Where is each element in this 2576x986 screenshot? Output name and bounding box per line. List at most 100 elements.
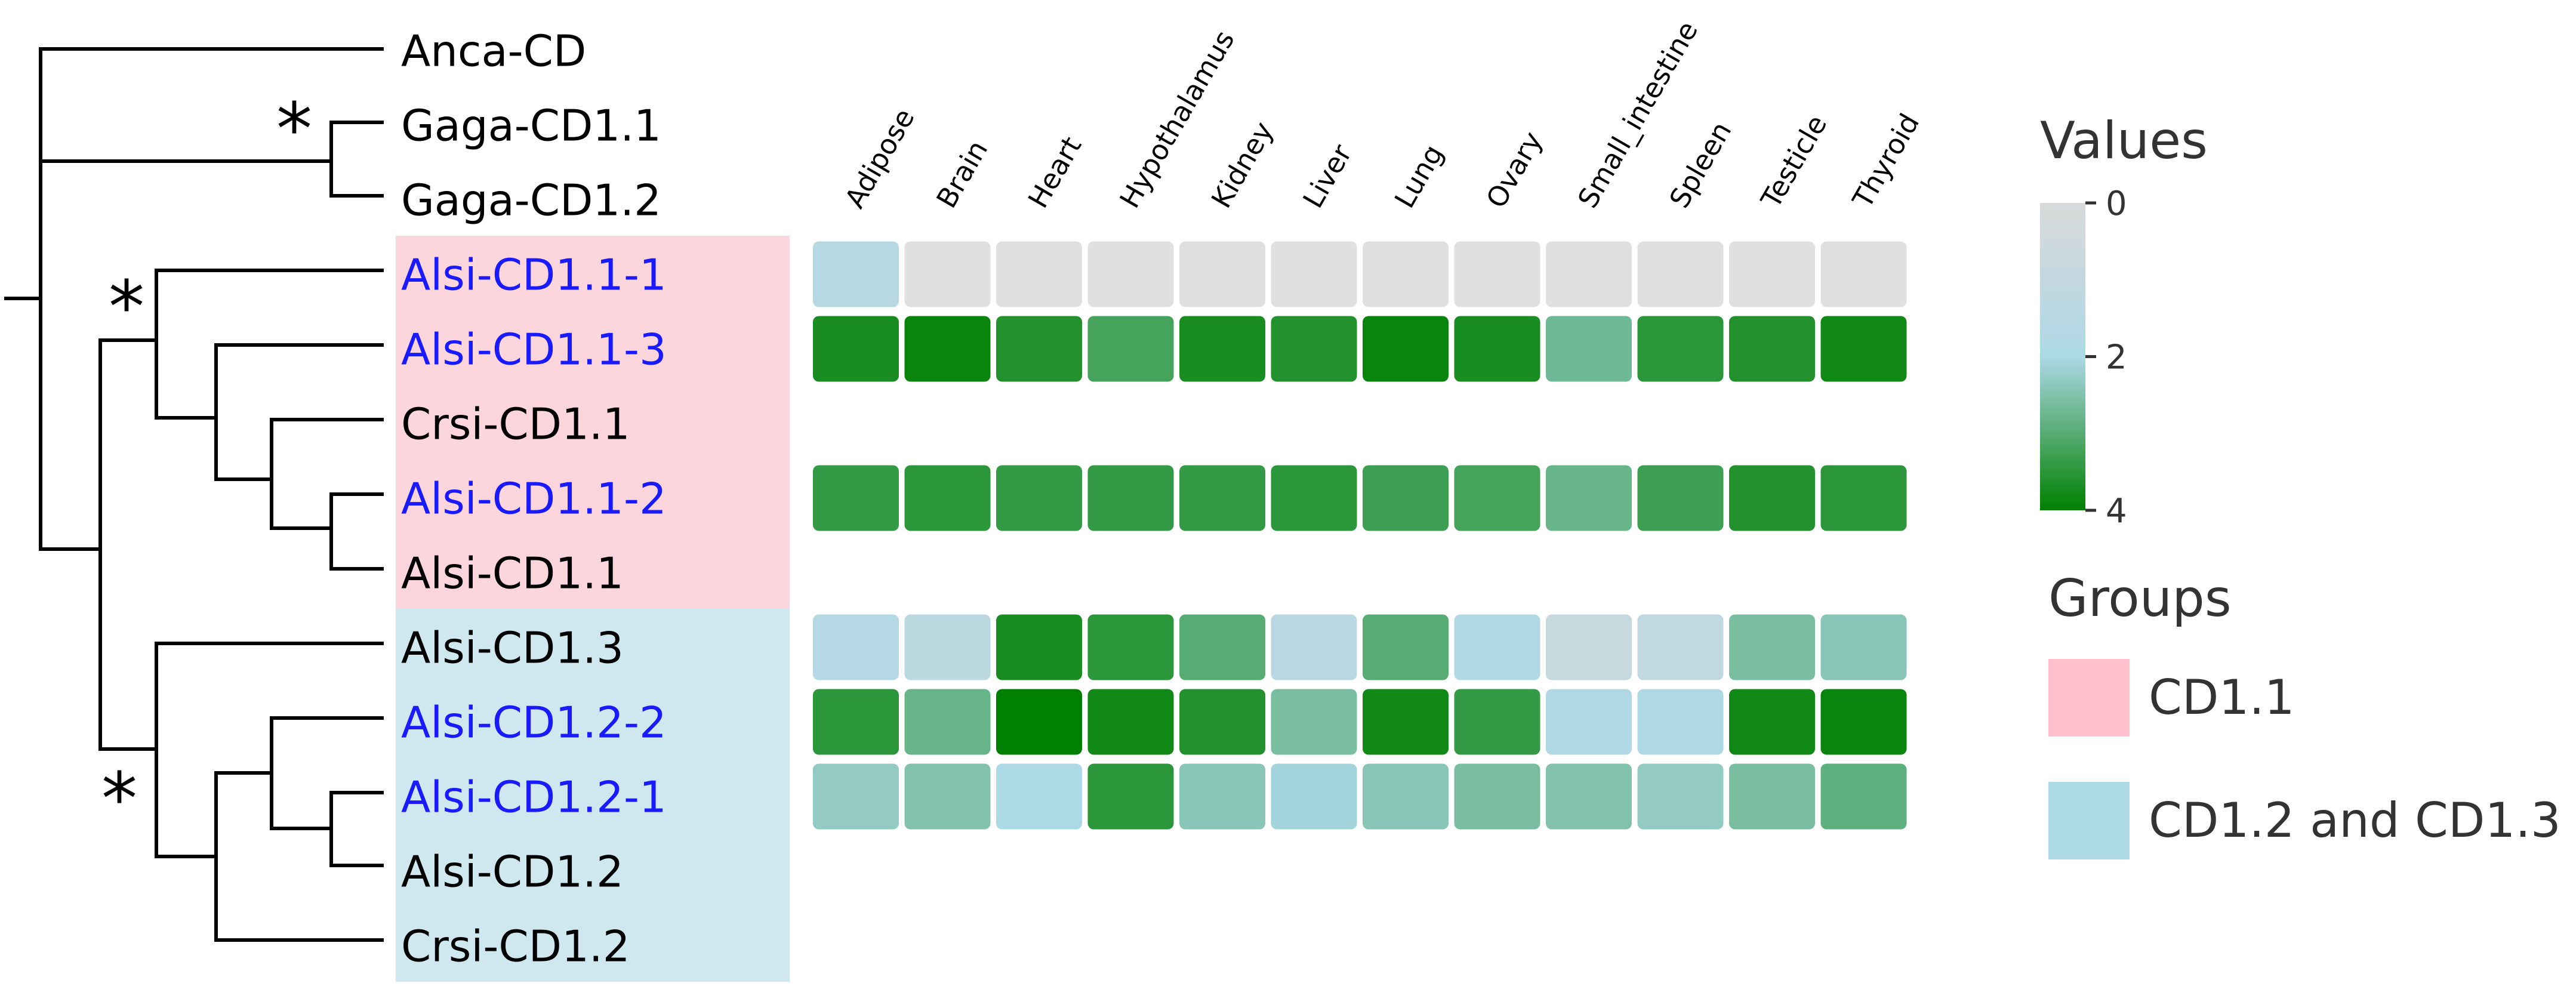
tissue-label: Adipose [839, 103, 921, 214]
tissue-label: Thyroid [1846, 108, 1926, 214]
tissue-label: Liver [1296, 139, 1358, 214]
leaf-label: Alsi-CD1.1 [401, 549, 624, 599]
significance-marker-cd12: * [101, 758, 137, 841]
heatmap-cell [1546, 241, 1632, 307]
heatmap-cell [1363, 614, 1449, 680]
heatmap-cell [996, 316, 1082, 382]
heatmap-cell [1271, 763, 1357, 830]
heatmap-cell [1087, 241, 1174, 307]
heatmap-cell [1271, 241, 1357, 307]
heatmap-cell [1087, 465, 1174, 531]
heatmap-cell [904, 689, 991, 755]
tissue-label: Heart [1022, 131, 1088, 214]
heatmap-cell [1454, 614, 1540, 680]
heatmap-cell [813, 241, 899, 307]
heatmap-cell [996, 763, 1082, 830]
heatmap-cell [996, 614, 1082, 680]
values-tick-label: 0 [2106, 184, 2127, 223]
heatmap-cell [1454, 763, 1540, 830]
leaf-label: Alsi-CD1.1-2 [401, 474, 667, 524]
tissue-label: Ovary [1480, 126, 1549, 213]
leaf-label: Gaga-CD1.2 [401, 175, 661, 226]
heatmap-cell [1637, 316, 1724, 382]
heatmap-cell [996, 465, 1082, 531]
values-tick-label: 4 [2106, 492, 2127, 531]
groups-legend-title: Groups [2048, 569, 2232, 628]
heatmap-cell [1363, 763, 1449, 830]
heatmap-cell [1729, 614, 1815, 680]
groups-legend-items: CD1.1 CD1.2 and CD1.3 [2048, 659, 2561, 859]
heatmap-cell [1729, 689, 1815, 755]
heatmap-cell [1637, 465, 1724, 531]
heatmap-cell [1363, 316, 1449, 382]
tissue-label: Testicle [1754, 109, 1833, 214]
heatmap-cell [1820, 241, 1907, 307]
heatmap-cell [1179, 465, 1265, 531]
values-colorbar [2040, 203, 2085, 510]
phylogenetic-tree [4, 47, 384, 942]
heatmap-cell [1454, 689, 1540, 755]
values-legend-title: Values [2040, 111, 2208, 171]
groups-legend: Groups CD1.1 CD1.2 and CD1.3 [2048, 569, 2561, 859]
heatmap-cell [996, 241, 1082, 307]
group-swatch [2048, 659, 2130, 737]
heatmap-cell [1820, 316, 1907, 382]
heatmap-cell [1179, 241, 1265, 307]
heatmap-cell [1546, 614, 1632, 680]
heatmap-cell [813, 465, 899, 531]
heatmap-cell [813, 689, 899, 755]
values-tick-label: 2 [2106, 338, 2127, 377]
heatmap-cell [904, 763, 991, 830]
heatmap-cell [1820, 465, 1907, 531]
leaf-label: Alsi-CD1.3 [401, 623, 624, 673]
heatmap-cell [1179, 763, 1265, 830]
leaf-label: Alsi-CD1.1-1 [401, 250, 667, 300]
heatmap-cell [1363, 689, 1449, 755]
heatmap-cell [1179, 316, 1265, 382]
leaf-label: Anca-CD [401, 26, 586, 76]
heatmap-cell [1729, 241, 1815, 307]
heatmap-cell [1546, 763, 1632, 830]
heatmap-cell [1454, 465, 1540, 531]
heatmap-cell [904, 241, 991, 307]
heatmap-cell [1363, 241, 1449, 307]
heatmap-cell [1637, 241, 1724, 307]
heatmap-cell [1729, 465, 1815, 531]
leaf-label: Alsi-CD1.2-1 [401, 772, 667, 822]
tissue-label: Brain [930, 135, 994, 213]
heatmap-cell [904, 465, 991, 531]
leaf-label: Crsi-CD1.1 [401, 399, 630, 449]
group-label: CD1.2 and CD1.3 [2149, 793, 2561, 848]
heatmap-cell [1271, 465, 1357, 531]
leaf-labels: Anca-CD Gaga-CD1.1 Gaga-CD1.2 Alsi-CD1.1-1 A… [401, 26, 667, 972]
heatmap-cell [1363, 465, 1449, 531]
heatmap-cell [1637, 614, 1724, 680]
heatmap-cell [1087, 689, 1174, 755]
values-legend: Values 0 2 4 [2040, 111, 2208, 531]
heatmap-cell [1087, 614, 1174, 680]
group-band [396, 236, 790, 609]
leaf-label: Crsi-CD1.2 [401, 922, 630, 972]
heatmap-cell [904, 316, 991, 382]
heatmap-cell [1546, 465, 1632, 531]
heatmap-cell [813, 763, 899, 830]
heatmap-cell [1179, 689, 1265, 755]
tissue-label: Spleen [1663, 116, 1737, 214]
heatmap-cell [1637, 689, 1724, 755]
heatmap-cell [1271, 689, 1357, 755]
significance-marker-cd11: * [109, 266, 144, 349]
heatmap-cell [1271, 614, 1357, 680]
heatmap-cell [1454, 241, 1540, 307]
leaf-label: Gaga-CD1.1 [401, 101, 661, 151]
heatmap-cell [1271, 316, 1357, 382]
leaf-label: Alsi-CD1.1-3 [401, 325, 667, 375]
heatmap-cell [1546, 316, 1632, 382]
heatmap-cell [1729, 763, 1815, 830]
heatmap-cell [1820, 614, 1907, 680]
heatmap-cell [1087, 763, 1174, 830]
heatmap-cell [1729, 316, 1815, 382]
heatmap-cell [1820, 689, 1907, 755]
heatmap-cell [1637, 763, 1724, 830]
